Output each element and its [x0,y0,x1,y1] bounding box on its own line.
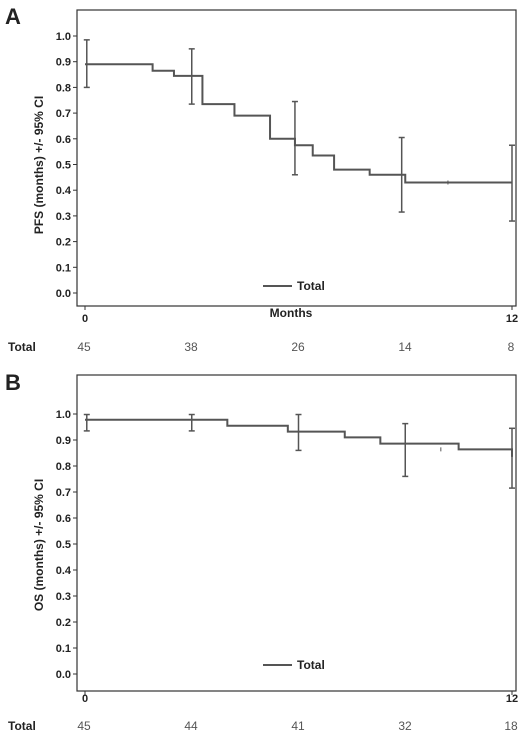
x-tick-label: 12 [506,313,518,325]
survival-curve [85,418,513,457]
y-tick-label: 0.0 [56,669,71,681]
at-risk-value: 41 [291,719,305,733]
y-tick-label: 0.3 [56,591,71,603]
at-risk-value: 26 [291,340,305,354]
y-tick-label: 0.2 [56,237,71,249]
y-tick-label: 0.1 [56,262,71,274]
y-tick-label: 0.2 [56,617,71,629]
x-tick-label: 0 [82,313,88,325]
y-tick-label: 0.3 [56,211,71,223]
y-axis-title: OS (months) +/- 95% CI [32,479,46,611]
panel-label: A [5,4,21,29]
y-tick-label: 0.0 [56,288,71,300]
x-axis-title: Months [270,306,313,320]
y-tick-label: 0.8 [56,82,71,94]
y-tick-label: 0.8 [56,461,71,473]
y-tick-label: 1.0 [56,31,71,43]
y-tick-label: 0.7 [56,487,71,499]
panel-label: B [5,370,21,395]
x-tick-label: 12 [506,693,518,705]
x-tick-label: 0 [82,693,88,705]
y-tick-label: 0.6 [56,513,71,525]
chart-panel-b: B 0.0 0.1 0.2 0.3 0.4 0.5 0.6 0.7 0.8 0.9 1.0 0 12 OS … [5,370,518,733]
at-risk-value: 44 [184,719,198,733]
chart-panel-a: A 0.0 0.1 0.2 0.3 0.4 0.5 0.6 0.7 0.8 0.9 1.0 0 12 PFS… [5,4,518,354]
y-tick-label: 0.7 [56,108,71,120]
y-tick-label: 0.1 [56,643,71,655]
y-tick-label: 0.6 [56,134,71,146]
at-risk-value: 18 [504,719,518,733]
at-risk-value: 32 [398,719,412,733]
y-tick-label: 0.9 [56,57,71,69]
plot-frame [76,374,517,692]
y-tick-label: 0.4 [56,185,72,197]
at-risk-label: Total [8,719,36,733]
survival-curve [85,63,512,184]
legend-label: Total [297,279,325,293]
y-tick-label: 1.0 [56,409,71,421]
at-risk-value: 45 [77,340,91,354]
legend-label: Total [297,658,325,672]
y-tick-label: 0.9 [56,435,71,447]
at-risk-value: 45 [77,719,91,733]
y-axis-title: PFS (months) +/- 95% CI [32,96,46,234]
at-risk-value: 38 [184,340,198,354]
y-tick-label: 0.4 [56,565,72,577]
at-risk-value: 14 [398,340,412,354]
y-tick-label: 0.5 [56,160,71,172]
y-tick-label: 0.5 [56,539,71,551]
plot-frame [76,9,517,307]
at-risk-label: Total [8,340,36,354]
at-risk-value: 8 [508,340,515,354]
